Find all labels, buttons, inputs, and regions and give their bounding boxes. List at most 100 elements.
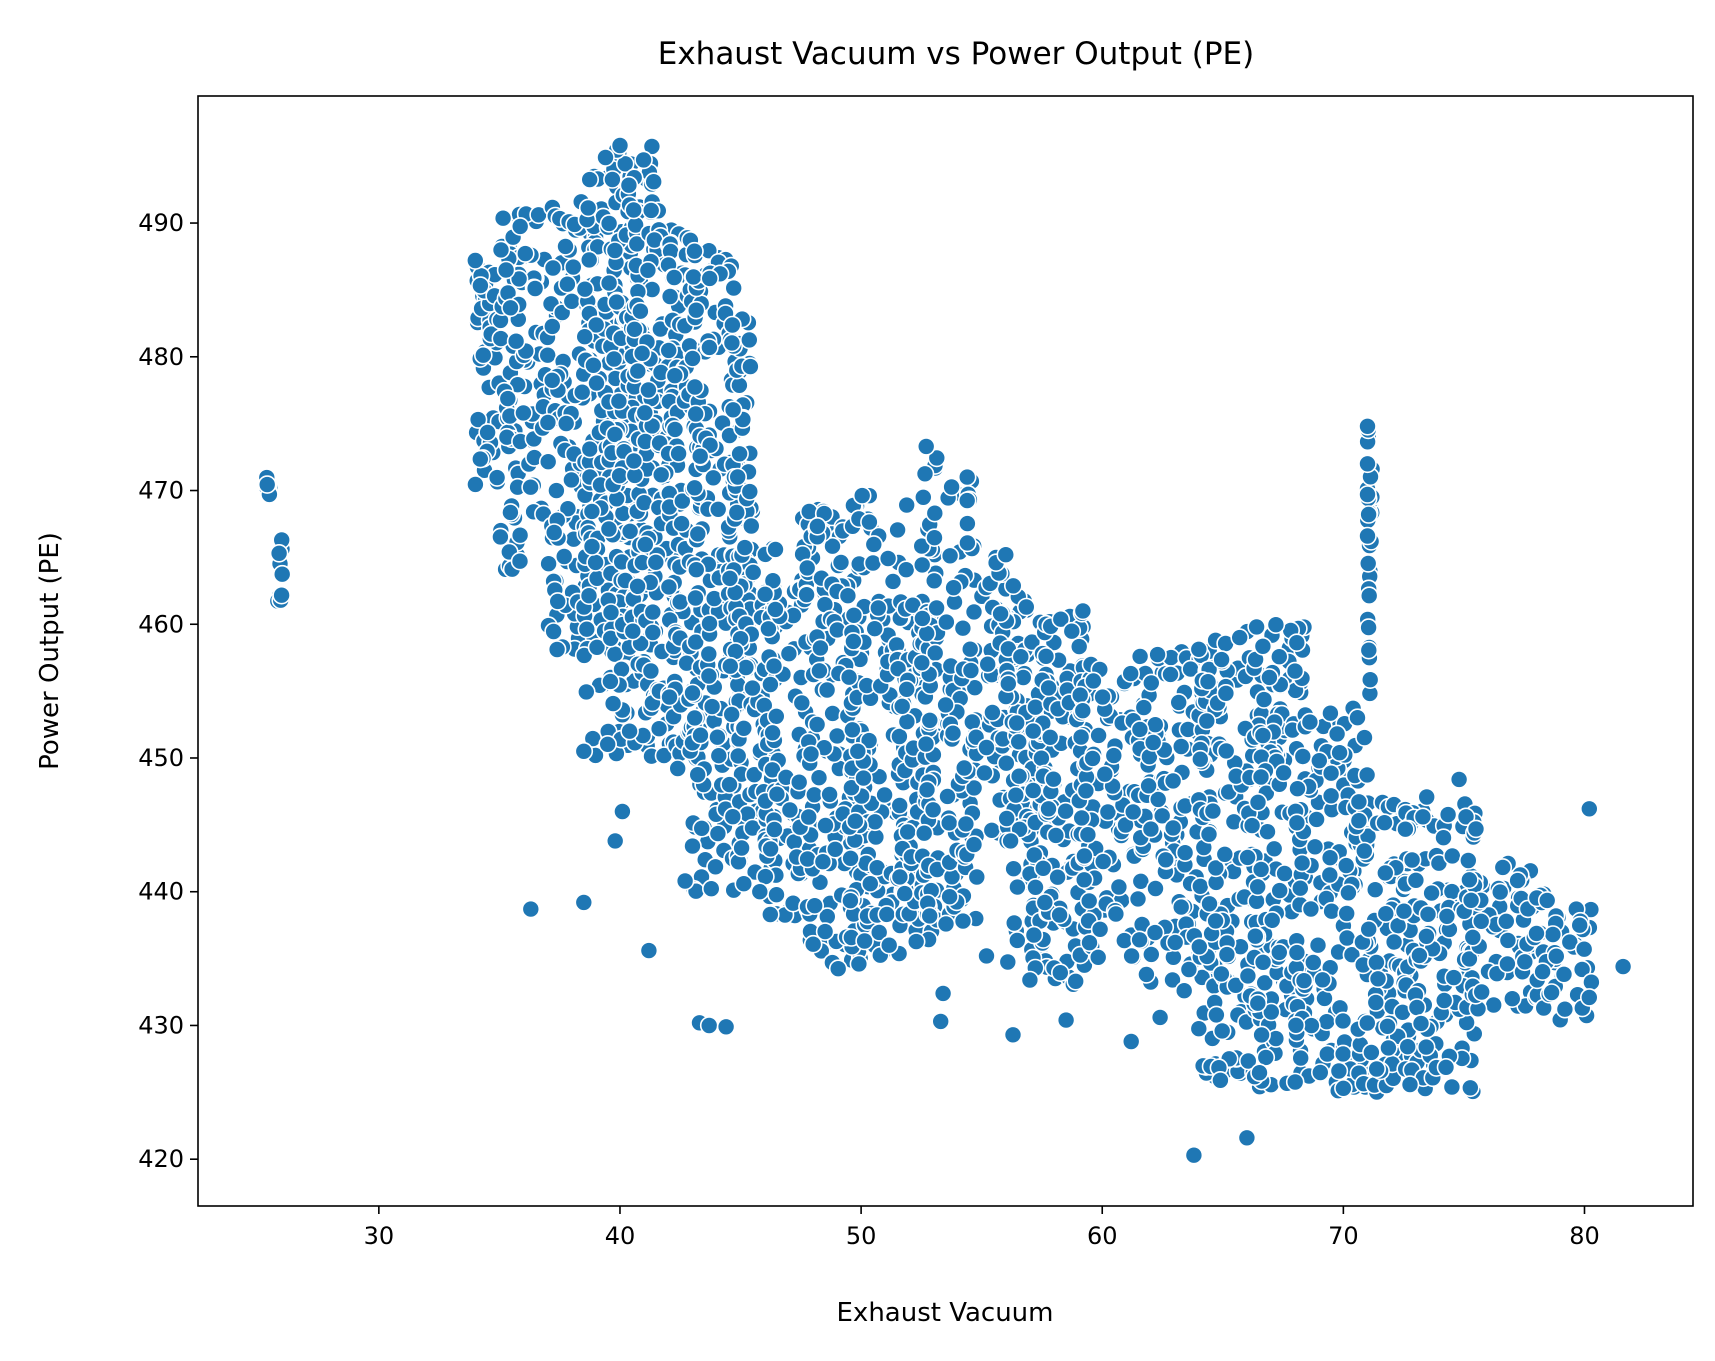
data-point (1237, 1128, 1257, 1148)
data-point (744, 765, 764, 785)
data-point (672, 491, 692, 511)
data-point (1459, 851, 1478, 870)
data-point (998, 674, 1018, 694)
data-point (544, 622, 563, 641)
data-point (1490, 882, 1510, 902)
data-point (722, 333, 742, 353)
data-point (491, 240, 511, 260)
data-point (491, 527, 510, 547)
data-point (1320, 865, 1340, 885)
data-point (1547, 946, 1566, 966)
data-point (760, 905, 780, 924)
data-point (1275, 864, 1294, 883)
data-point (1076, 781, 1096, 801)
data-point (734, 718, 754, 738)
data-point (730, 444, 749, 464)
data-point (639, 380, 658, 400)
data-point (967, 867, 987, 887)
data-point (897, 495, 917, 515)
data-point (554, 547, 574, 566)
data-point (1130, 720, 1150, 739)
data-point (803, 934, 823, 954)
data-point (1358, 526, 1377, 546)
data-point (699, 1016, 719, 1035)
data-point (1248, 792, 1268, 812)
data-point (1359, 618, 1378, 637)
data-point (1533, 962, 1552, 982)
data-point (897, 712, 917, 732)
data-point (1359, 586, 1379, 606)
data-point (1287, 943, 1307, 962)
data-point (780, 800, 800, 820)
data-point (1175, 843, 1195, 863)
data-point (544, 523, 564, 542)
data-point (576, 682, 596, 702)
data-point (983, 703, 1002, 722)
data-point (1434, 828, 1453, 848)
data-point (470, 449, 490, 469)
data-point (1287, 813, 1307, 833)
data-point (1191, 876, 1210, 896)
data-point (515, 244, 535, 263)
data-point (764, 656, 784, 676)
data-point (1379, 1038, 1398, 1058)
data-point (1456, 807, 1476, 827)
data-point (1017, 597, 1036, 617)
data-point (1238, 848, 1257, 867)
data-point (1098, 802, 1118, 822)
data-point (964, 835, 984, 854)
data-point (1358, 454, 1377, 474)
data-point (1250, 1063, 1269, 1082)
data-point (599, 214, 619, 233)
data-point (1200, 894, 1219, 914)
data-point (563, 257, 583, 277)
data-point (468, 410, 488, 429)
data-point (644, 172, 664, 191)
data-point (865, 619, 885, 639)
data-point (720, 775, 739, 794)
data-point (804, 785, 824, 805)
data-point (1580, 799, 1599, 819)
data-point (1542, 983, 1561, 1002)
data-point (1008, 877, 1027, 897)
data-point (1437, 906, 1457, 926)
data-point (797, 558, 817, 578)
data-point (624, 200, 644, 220)
data-point (1422, 883, 1441, 903)
data-point (1262, 1002, 1281, 1022)
data-point (892, 696, 912, 716)
data-point (925, 503, 945, 523)
data-point (1199, 824, 1219, 844)
data-point (558, 499, 578, 519)
data-point (1121, 664, 1140, 683)
data-point (1139, 776, 1158, 796)
data-point (1461, 890, 1481, 910)
data-point (939, 813, 959, 833)
data-point (1355, 841, 1374, 861)
data-point (688, 524, 708, 544)
data-point (599, 519, 619, 539)
data-point (1073, 701, 1093, 721)
data-point (578, 198, 598, 218)
data-point (624, 451, 644, 471)
data-point (1355, 728, 1374, 747)
data-point (605, 241, 625, 260)
data-point (1026, 697, 1045, 717)
data-point (766, 600, 785, 619)
data-point (1322, 901, 1341, 921)
data-point (1216, 741, 1236, 761)
data-point (1141, 819, 1161, 839)
data-point (683, 836, 702, 856)
data-point (734, 874, 754, 894)
data-point (1357, 765, 1377, 785)
data-point (605, 425, 625, 444)
data-point (1580, 988, 1599, 1007)
data-point (838, 586, 858, 606)
data-point (601, 672, 620, 691)
data-point (1304, 953, 1323, 972)
data-point (1301, 899, 1321, 919)
data-point (685, 377, 705, 397)
data-point (1358, 554, 1378, 573)
data-point (854, 768, 873, 788)
data-point (1191, 749, 1210, 769)
